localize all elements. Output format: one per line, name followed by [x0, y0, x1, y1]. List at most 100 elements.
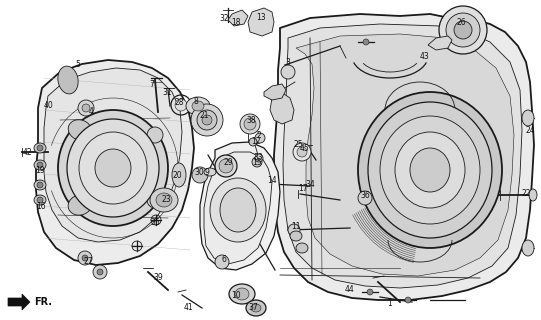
Ellipse shape [293, 143, 311, 161]
Polygon shape [36, 60, 194, 265]
Ellipse shape [255, 154, 263, 162]
Text: 23: 23 [161, 195, 171, 204]
Ellipse shape [37, 145, 43, 151]
Ellipse shape [246, 300, 266, 316]
Ellipse shape [288, 224, 300, 236]
Ellipse shape [215, 155, 237, 177]
Ellipse shape [34, 143, 46, 153]
Ellipse shape [34, 160, 46, 170]
Ellipse shape [197, 110, 217, 130]
Polygon shape [248, 8, 274, 36]
Polygon shape [228, 10, 248, 26]
Text: 24: 24 [525, 125, 535, 134]
Text: FR.: FR. [34, 297, 52, 307]
Ellipse shape [68, 195, 92, 215]
Ellipse shape [68, 120, 92, 140]
Ellipse shape [410, 148, 450, 192]
Ellipse shape [368, 102, 492, 238]
Text: 1: 1 [387, 299, 392, 308]
Ellipse shape [244, 118, 256, 130]
Ellipse shape [210, 178, 266, 242]
Ellipse shape [147, 127, 163, 143]
Ellipse shape [290, 231, 302, 241]
Text: 19: 19 [35, 165, 45, 174]
Ellipse shape [215, 255, 229, 269]
Text: 28: 28 [174, 98, 184, 107]
Text: 21: 21 [199, 110, 209, 119]
Text: 13: 13 [256, 12, 266, 21]
Text: 4: 4 [89, 107, 94, 116]
Ellipse shape [367, 289, 373, 295]
Ellipse shape [358, 191, 372, 205]
Ellipse shape [220, 188, 256, 232]
Ellipse shape [380, 116, 480, 224]
Ellipse shape [235, 288, 249, 300]
Polygon shape [274, 14, 534, 300]
Ellipse shape [251, 304, 261, 312]
Text: 36: 36 [360, 190, 370, 199]
Polygon shape [296, 34, 514, 276]
Text: 43: 43 [420, 52, 430, 60]
Text: 18: 18 [231, 18, 241, 27]
Polygon shape [200, 142, 280, 270]
Text: 6: 6 [222, 255, 227, 265]
Ellipse shape [58, 110, 168, 226]
Text: 3: 3 [286, 58, 291, 67]
Text: 27: 27 [83, 257, 93, 266]
Ellipse shape [252, 157, 262, 167]
Text: 38: 38 [246, 116, 256, 124]
Text: 26: 26 [456, 18, 466, 27]
Ellipse shape [95, 149, 131, 187]
Ellipse shape [78, 251, 92, 265]
Ellipse shape [202, 115, 212, 125]
Ellipse shape [82, 104, 90, 112]
Ellipse shape [156, 193, 172, 207]
Text: 10: 10 [231, 291, 241, 300]
Ellipse shape [175, 99, 187, 111]
Text: 41: 41 [183, 302, 193, 311]
Ellipse shape [281, 65, 295, 79]
Text: 42: 42 [22, 148, 32, 156]
Text: 30: 30 [194, 167, 204, 177]
Text: 14: 14 [267, 175, 277, 185]
Ellipse shape [37, 182, 43, 188]
Ellipse shape [255, 133, 265, 143]
Text: 15: 15 [252, 157, 262, 166]
Ellipse shape [358, 92, 502, 248]
Text: 45: 45 [300, 143, 310, 153]
Ellipse shape [522, 240, 534, 256]
Text: 7: 7 [149, 79, 154, 89]
Ellipse shape [150, 188, 178, 212]
Text: 29: 29 [223, 157, 233, 166]
Ellipse shape [297, 147, 307, 157]
Text: 31: 31 [162, 87, 172, 97]
Ellipse shape [34, 180, 46, 190]
Polygon shape [8, 294, 30, 310]
Ellipse shape [186, 97, 210, 115]
Text: 34: 34 [305, 180, 315, 188]
Text: 12: 12 [251, 137, 261, 146]
Text: 20: 20 [172, 171, 182, 180]
Ellipse shape [229, 284, 255, 304]
Text: 37: 37 [248, 303, 258, 313]
Ellipse shape [363, 39, 369, 45]
Ellipse shape [240, 114, 260, 134]
Ellipse shape [97, 269, 103, 275]
Ellipse shape [204, 168, 216, 176]
Text: 32: 32 [219, 13, 229, 22]
Ellipse shape [192, 101, 204, 111]
Text: 25: 25 [293, 140, 303, 148]
Ellipse shape [58, 66, 78, 94]
Ellipse shape [219, 159, 233, 173]
Ellipse shape [79, 132, 147, 204]
Ellipse shape [454, 21, 472, 39]
Text: 2: 2 [256, 131, 261, 140]
Polygon shape [283, 24, 522, 288]
Text: 40: 40 [43, 100, 53, 109]
Ellipse shape [446, 13, 480, 47]
Text: 11: 11 [291, 221, 301, 230]
Ellipse shape [296, 243, 308, 253]
Ellipse shape [405, 297, 411, 303]
Polygon shape [270, 90, 294, 124]
Ellipse shape [37, 197, 43, 203]
